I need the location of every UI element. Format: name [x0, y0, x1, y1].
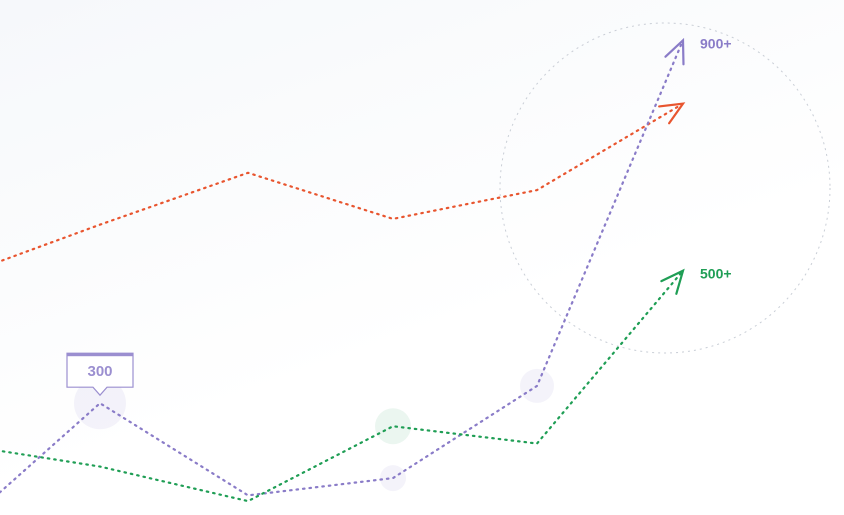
data-point-green-1	[99, 465, 102, 468]
data-point-orange-4	[536, 189, 539, 192]
tooltip-box	[66, 352, 134, 397]
tooltip-value: 300	[87, 363, 112, 380]
data-point-green-3	[392, 425, 395, 428]
data-point-green-2	[247, 500, 250, 503]
data-point-purple-4	[536, 384, 539, 387]
series-line-green	[0, 272, 682, 503]
point-halo-purple-1	[74, 377, 126, 430]
series-line-purple	[0, 42, 683, 497]
data-point-orange-2	[247, 171, 250, 174]
tooltip-top-bar	[67, 353, 133, 357]
end-label-green: 500+	[700, 266, 732, 282]
end-label-purple: 900+	[700, 35, 732, 51]
arrow-head-green	[660, 268, 685, 295]
data-point-green-4	[536, 442, 539, 445]
highlight-circle	[499, 22, 831, 354]
data-point-orange-1	[99, 223, 102, 226]
point-halo-green-3	[375, 408, 411, 445]
data-point-purple-1	[99, 402, 102, 405]
data-point-purple-3	[392, 477, 395, 480]
arrow-head-orange	[658, 102, 686, 125]
data-point-purple-2	[247, 494, 250, 497]
arrow-head-purple	[664, 37, 685, 66]
series-line-orange	[0, 104, 681, 263]
data-point-orange-3	[392, 217, 395, 220]
